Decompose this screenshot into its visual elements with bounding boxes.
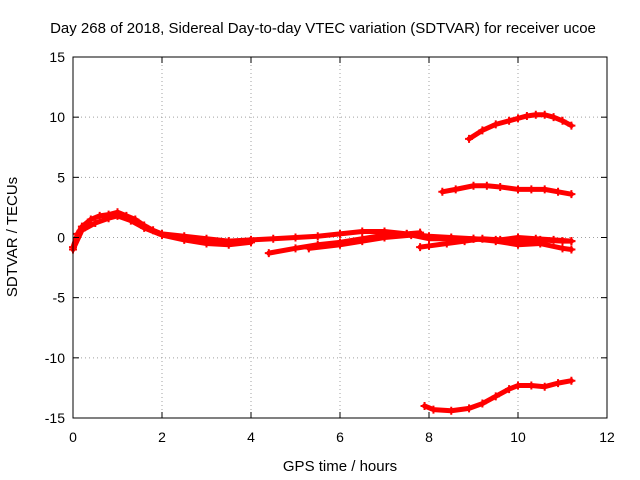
data-point xyxy=(304,244,313,253)
data-point xyxy=(380,233,389,242)
data-point xyxy=(104,214,113,223)
data-point xyxy=(514,381,522,390)
data-point xyxy=(91,219,100,228)
data-point xyxy=(291,244,300,253)
data-point xyxy=(491,392,500,401)
data-point xyxy=(247,238,255,247)
data-point xyxy=(425,241,433,250)
data-point xyxy=(460,237,469,246)
data-point xyxy=(496,182,505,191)
data-point xyxy=(336,229,344,238)
y-tick-label: 5 xyxy=(57,169,65,185)
data-point xyxy=(202,239,211,248)
y-axis-label: SDTVAR / TECUs xyxy=(4,177,21,297)
x-tick-label: 4 xyxy=(247,429,255,445)
data-point xyxy=(478,234,487,243)
data-point xyxy=(429,405,438,414)
y-tick-label: -15 xyxy=(45,410,65,426)
data-point xyxy=(358,237,367,246)
data-point xyxy=(465,134,474,143)
data-point xyxy=(77,226,86,235)
data-point xyxy=(505,385,514,394)
y-tick-label: -10 xyxy=(45,350,65,366)
data-point xyxy=(567,376,576,385)
data-point xyxy=(540,110,549,119)
x-tick-label: 2 xyxy=(158,429,166,445)
data-point xyxy=(442,239,451,248)
data-point xyxy=(514,240,522,249)
data-point xyxy=(567,245,576,254)
data-point xyxy=(558,244,567,253)
data-point xyxy=(540,185,549,194)
series-arc-evening xyxy=(417,235,574,250)
data-point xyxy=(540,382,549,391)
x-tick-label: 8 xyxy=(425,429,433,445)
y-tick-label: 0 xyxy=(57,230,65,246)
data-point xyxy=(567,121,576,130)
axis-ticks: 0 2 4 6 8 10 12 15 10 5 0 -5 -10 -15 xyxy=(45,49,615,445)
data-point xyxy=(531,110,540,119)
data-point xyxy=(140,223,149,232)
data-point xyxy=(514,185,522,194)
x-tick-label: 12 xyxy=(599,429,615,445)
data-point xyxy=(438,187,447,196)
data-point xyxy=(554,187,563,196)
data-point xyxy=(522,111,531,120)
data-point xyxy=(224,240,233,249)
data-point xyxy=(482,181,491,190)
data-point xyxy=(447,406,456,415)
data-point xyxy=(491,120,500,129)
data-point xyxy=(549,113,558,122)
chart-title: Day 268 of 2018, Sidereal Day-to-day VTE… xyxy=(50,20,596,37)
data-point xyxy=(95,211,104,220)
data-point xyxy=(451,185,460,194)
data-point xyxy=(416,243,425,252)
data-point xyxy=(113,211,122,220)
x-tick-label: 0 xyxy=(69,429,77,445)
data-point xyxy=(269,234,278,243)
data-point xyxy=(531,234,540,243)
data-point xyxy=(465,404,474,413)
data-point xyxy=(264,249,273,258)
series-arc-4 xyxy=(439,183,574,197)
data-point xyxy=(554,379,563,388)
y-tick-label: -5 xyxy=(53,290,66,306)
data-point xyxy=(527,381,536,390)
data-point xyxy=(514,233,522,242)
data-point xyxy=(420,401,429,410)
data-point xyxy=(567,237,576,246)
data-point xyxy=(505,116,514,125)
data-point xyxy=(558,116,567,125)
data-point xyxy=(425,234,433,243)
data-point xyxy=(478,126,487,135)
data-point xyxy=(469,181,478,190)
data-point xyxy=(549,235,558,244)
x-tick-label: 6 xyxy=(336,429,344,445)
data-point xyxy=(126,216,135,225)
data-point xyxy=(478,399,487,408)
data-point xyxy=(567,190,576,199)
y-tick-label: 15 xyxy=(49,49,65,65)
data-point xyxy=(313,232,322,241)
data-point xyxy=(86,215,95,224)
data-series xyxy=(69,110,576,415)
x-tick-label: 10 xyxy=(510,429,526,445)
y-tick-label: 10 xyxy=(49,109,65,125)
data-point xyxy=(496,235,505,244)
data-point xyxy=(527,185,536,194)
data-point xyxy=(407,231,416,240)
data-point xyxy=(180,235,189,244)
data-point xyxy=(158,231,166,240)
data-point xyxy=(291,233,300,242)
x-axis-label: GPS time / hours xyxy=(283,458,397,475)
data-point xyxy=(336,240,344,249)
data-point xyxy=(358,227,367,236)
data-point xyxy=(514,114,522,123)
